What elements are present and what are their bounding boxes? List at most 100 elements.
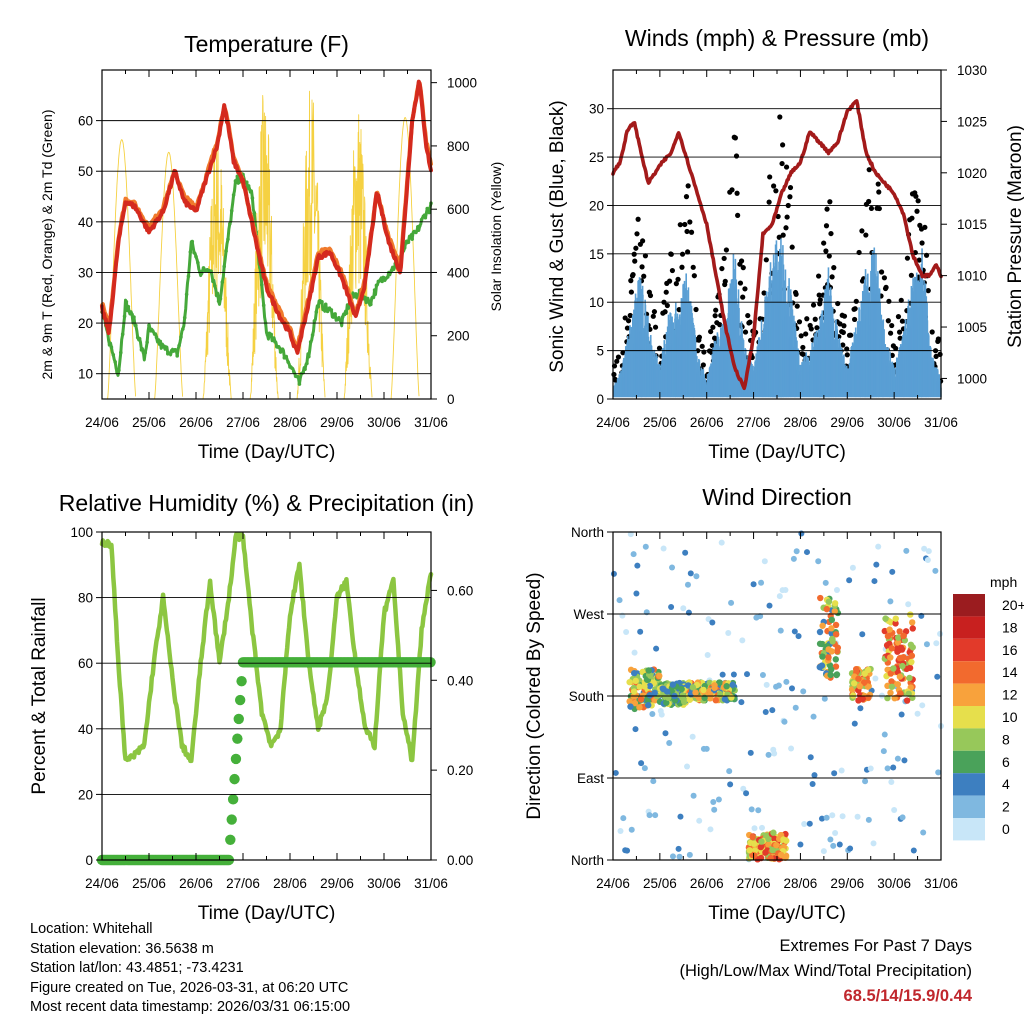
gust-point — [628, 278, 634, 284]
wind-direction-point — [884, 765, 891, 772]
gust-point — [896, 329, 903, 335]
wind-direction-point — [900, 632, 907, 639]
gust-point — [780, 232, 786, 238]
dewpoint-point — [246, 184, 251, 188]
wind-direction-point — [680, 696, 688, 704]
wind-direction-point — [632, 677, 639, 685]
dewpoint-point — [229, 208, 234, 213]
wind-direction-point — [823, 814, 830, 821]
gust-point — [737, 280, 744, 286]
legend-label: 14 — [1002, 664, 1018, 680]
gust-point — [685, 183, 691, 189]
panel-1: 24/06 25/06 26/06 27/06 28/06 29/06 30/06 31/06… — [39, 31, 504, 463]
dewpoint-point — [280, 347, 285, 351]
gust-point — [840, 342, 846, 348]
gust-point — [733, 153, 740, 159]
wind-direction-point — [715, 679, 723, 686]
dewpoint-point — [201, 266, 206, 270]
wind-direction-point — [715, 796, 722, 803]
gust-point — [808, 326, 814, 332]
gust-point — [669, 267, 676, 274]
panel-2: 24/06 25/06 26/06 27/06 28/06 29/06 30/06 31/06… — [547, 25, 1024, 463]
wind-direction-point — [797, 841, 804, 848]
gust-point — [738, 258, 745, 264]
gust-point — [775, 213, 781, 220]
wind-direction-point — [707, 826, 714, 833]
gust-point — [776, 234, 782, 240]
wind-direction-point — [686, 696, 694, 703]
legend-label: 12 — [1002, 687, 1018, 703]
gust-point — [641, 273, 647, 279]
gust-point — [868, 205, 875, 212]
wind-direction-point — [765, 835, 772, 843]
wind-direction-point — [908, 652, 916, 659]
y2-tick-label: 600 — [447, 202, 470, 217]
dewpoint-point — [419, 217, 424, 222]
gust-point — [684, 228, 690, 235]
x-tick-label: 27/06 — [737, 415, 771, 430]
precipitation-point — [234, 694, 246, 706]
wind-direction-point — [822, 579, 829, 586]
gust-point — [826, 253, 832, 259]
dewpoint-point — [410, 237, 415, 241]
most-recent-timestamp: Most recent data timestamp: 2026/03/31 0… — [30, 999, 351, 1016]
x-tick-label: 24/06 — [596, 415, 630, 430]
wind-direction-point — [762, 709, 769, 716]
gust-point — [876, 189, 882, 195]
wind-direction-point — [685, 609, 692, 616]
gust-point — [837, 321, 843, 327]
wind-direction-point — [668, 603, 675, 610]
y-tick-label: South — [569, 689, 604, 704]
solar-insolation-line — [107, 139, 137, 399]
wind-direction-point — [689, 684, 697, 691]
dewpoint-point — [124, 300, 129, 304]
wind-direction-point — [905, 601, 912, 608]
wind-direction-point — [865, 816, 872, 823]
wind-direction-point — [832, 663, 840, 670]
legend-title: mph — [990, 574, 1017, 590]
wind-direction-point — [728, 599, 735, 606]
wind-direction-point — [849, 564, 856, 571]
y-tick-label: 80 — [78, 591, 93, 606]
wind-direction-point — [790, 555, 797, 562]
dewpoint-point — [380, 279, 384, 284]
dewpoint-point — [391, 267, 396, 272]
wind-direction-point — [811, 772, 818, 779]
gust-point — [627, 312, 633, 319]
gust-point — [841, 323, 847, 329]
station-latlon: Station lat/lon: 43.4851; -73.4231 — [30, 960, 244, 977]
y-tick-label: 20 — [78, 787, 93, 802]
precipitation-point — [226, 814, 237, 825]
wind-direction-point — [933, 640, 940, 647]
wind-direction-point — [728, 694, 735, 701]
gust-point — [625, 318, 632, 324]
x-tick-label: 26/06 — [690, 876, 724, 891]
wind-direction-point — [854, 813, 861, 820]
x-tick-label: 26/06 — [179, 415, 213, 430]
gust-point — [784, 214, 790, 220]
wind-direction-point — [914, 710, 921, 717]
wind-direction-point — [623, 629, 630, 636]
station-elevation: Station elevation: 36.5638 m — [30, 940, 214, 957]
dewpoint-point — [139, 348, 144, 352]
dewpoint-point — [119, 350, 123, 355]
gust-point — [691, 273, 697, 279]
wind-direction-point — [750, 581, 757, 588]
wind-direction-point — [825, 654, 832, 661]
y2-axis-label: Station Pressure (Maroon) — [1005, 125, 1024, 348]
wind-direction-point — [712, 697, 719, 704]
wind-direction-point — [711, 684, 718, 691]
gust-point — [688, 229, 695, 235]
wind-direction-point — [832, 830, 839, 837]
wind-direction-point — [759, 671, 766, 678]
gust-point — [881, 275, 887, 281]
wind-direction-point — [908, 619, 916, 626]
wind-direction-point — [838, 767, 845, 774]
wind-direction-point — [855, 675, 862, 682]
gust-point — [699, 343, 705, 349]
dewpoint-point — [213, 284, 217, 288]
gust-point — [614, 358, 620, 364]
x-tick-label: 26/06 — [690, 415, 724, 430]
gust-point — [859, 228, 865, 234]
y-tick-label: 0 — [85, 853, 93, 868]
